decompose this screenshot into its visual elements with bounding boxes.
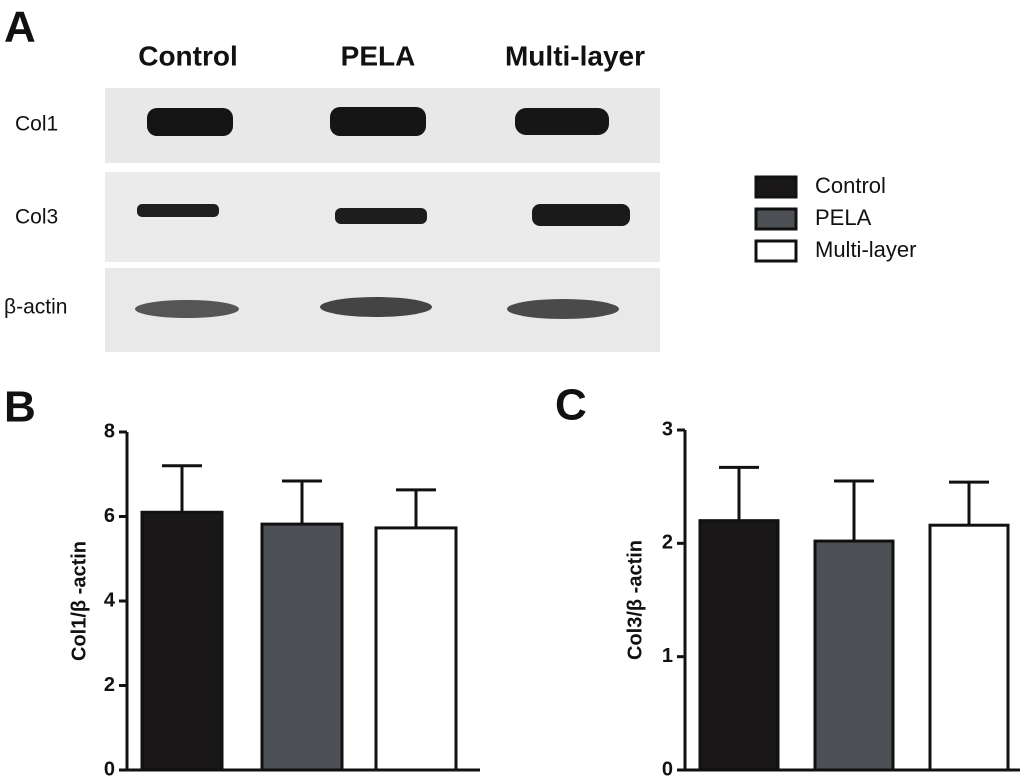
bar	[928, 523, 1010, 772]
legend-swatch	[754, 239, 798, 263]
legend-swatch	[754, 175, 798, 199]
blot-image	[105, 88, 660, 352]
bar	[374, 526, 458, 772]
panel-label: A	[4, 3, 36, 52]
panel-label: B	[4, 383, 36, 432]
panel-label: C	[555, 381, 587, 430]
y-tick-label: 2	[662, 532, 673, 554]
legend-swatch	[754, 207, 798, 231]
y-axis-label: Col1/β -actin	[68, 541, 90, 661]
blot-row-label: β-actin	[4, 296, 67, 319]
y-tick-label: 8	[104, 420, 115, 442]
blot-column-label: Multi-layer	[505, 40, 645, 71]
y-tick-label: 2	[104, 674, 115, 696]
bar	[140, 510, 224, 772]
y-axis-label: Col3/β -actin	[624, 540, 646, 660]
y-tick-label: 3	[662, 418, 673, 440]
y-tick-label: 1	[662, 645, 673, 667]
bar	[260, 522, 344, 772]
y-tick-label: 4	[104, 589, 116, 611]
y-tick-label: 0	[662, 758, 673, 780]
legend-label: PELA	[815, 205, 872, 230]
bar	[698, 519, 780, 772]
y-tick-label: 0	[104, 758, 115, 780]
y-tick-label: 6	[104, 505, 115, 527]
legend-label: Multi-layer	[815, 237, 916, 262]
legend-label: Control	[815, 173, 886, 198]
blot-row-label: Col1	[15, 113, 58, 136]
blot-column-label: Control	[138, 40, 238, 71]
blot-column-label: PELA	[341, 40, 416, 71]
blot-row-label: Col3	[15, 206, 58, 229]
bar	[813, 539, 895, 772]
